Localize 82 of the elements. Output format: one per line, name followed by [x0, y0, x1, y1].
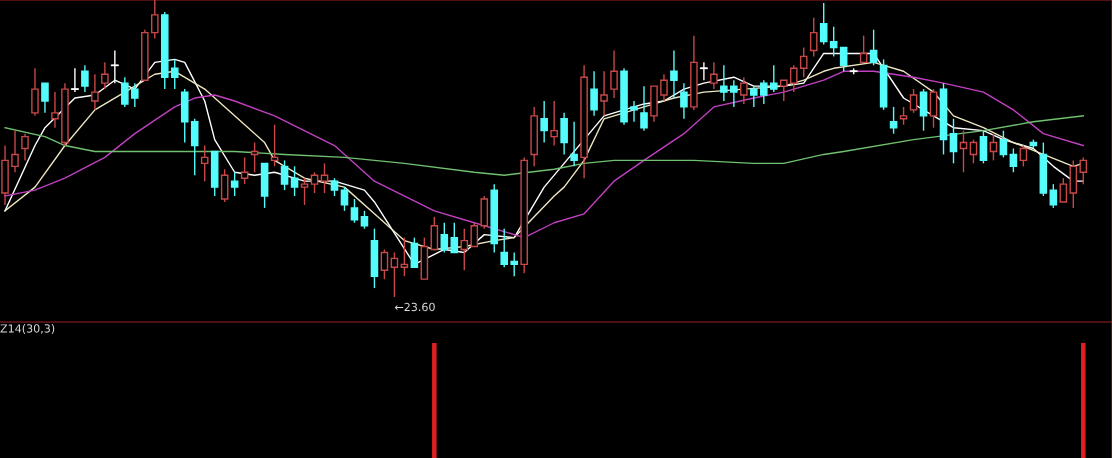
candlestick: [1059, 177, 1068, 203]
candlestick: [949, 118, 958, 165]
candlestick: [799, 46, 808, 78]
candlestick: [1079, 156, 1088, 185]
candlestick: [760, 79, 768, 105]
candlestick: [31, 67, 39, 117]
candlestick: [779, 79, 788, 102]
candlestick: [919, 88, 928, 132]
candlestick: [240, 156, 249, 185]
candlestick: [969, 138, 978, 165]
candlestick: [869, 29, 878, 67]
candlestick: [440, 222, 449, 254]
candlestick: [230, 171, 239, 197]
candlestick: [560, 112, 568, 156]
candlestick: [789, 64, 798, 93]
candlestick: [250, 141, 259, 173]
candlestick: [270, 124, 279, 168]
candlestick: [809, 17, 818, 58]
candlestick: [710, 61, 718, 90]
candlestick: [450, 222, 459, 254]
candlestick: [740, 76, 748, 105]
candlestick: [750, 85, 758, 108]
candlestick: [190, 118, 199, 176]
candlestick: [280, 159, 289, 191]
candlestick: [929, 88, 938, 129]
candlestick: [300, 177, 309, 206]
candlestick: [959, 129, 968, 173]
candlestick: [400, 236, 409, 277]
candlestick: [91, 73, 99, 111]
candlestick: [989, 132, 998, 162]
candlestick: [540, 100, 548, 144]
candlestick: [819, 2, 828, 46]
candlestick: [1009, 147, 1018, 173]
candlestick: [200, 144, 209, 182]
candlestick: [640, 85, 648, 132]
candlestick: [81, 64, 89, 93]
candlestick: [1049, 183, 1058, 209]
candlestick: [101, 61, 109, 90]
candlestick: [590, 70, 598, 117]
candlestick: [390, 251, 399, 298]
candlestick: [310, 171, 319, 194]
candlestick: [660, 73, 668, 102]
candlestick: [170, 58, 179, 90]
candlestick: [829, 26, 838, 58]
candlestick: [1019, 144, 1028, 168]
candlestick: [21, 132, 29, 162]
candlestick: [670, 49, 678, 99]
candlestick: [550, 100, 558, 147]
candlestick: [150, 0, 159, 40]
candlestick: [979, 129, 988, 165]
candlestick: [500, 227, 509, 268]
candlestick: [131, 82, 139, 108]
candlestick: [839, 46, 848, 72]
candlestick: [889, 106, 898, 135]
candlestick: [410, 236, 419, 268]
candlestick: [121, 76, 129, 108]
candlestick: [51, 91, 59, 129]
candlestick: [600, 70, 608, 117]
candlestick: [859, 34, 868, 64]
chart-title: Z14(30,3): [0, 324, 55, 334]
candlestick: [430, 216, 439, 251]
candlestick: [630, 100, 638, 123]
candlestick: [340, 186, 349, 212]
candlestick: [909, 88, 918, 114]
candlestick: [380, 248, 389, 280]
candlestick: [460, 227, 469, 271]
candlestick: [220, 168, 229, 203]
candlestick: [470, 222, 479, 248]
candlestick: [769, 64, 778, 93]
candlestick: [610, 49, 618, 99]
candlestick: [510, 251, 518, 277]
candlestick: [730, 79, 738, 108]
text: ←23.60: [394, 302, 435, 312]
candlestick: [320, 162, 329, 194]
candlestick: [350, 198, 359, 224]
candlestick: [41, 82, 49, 114]
candlestick: [570, 121, 578, 168]
candlestick: [720, 64, 728, 102]
candlestick: [290, 165, 299, 197]
candlestick: [999, 129, 1008, 159]
candlestick: [11, 129, 19, 173]
candlestick: [680, 82, 688, 120]
